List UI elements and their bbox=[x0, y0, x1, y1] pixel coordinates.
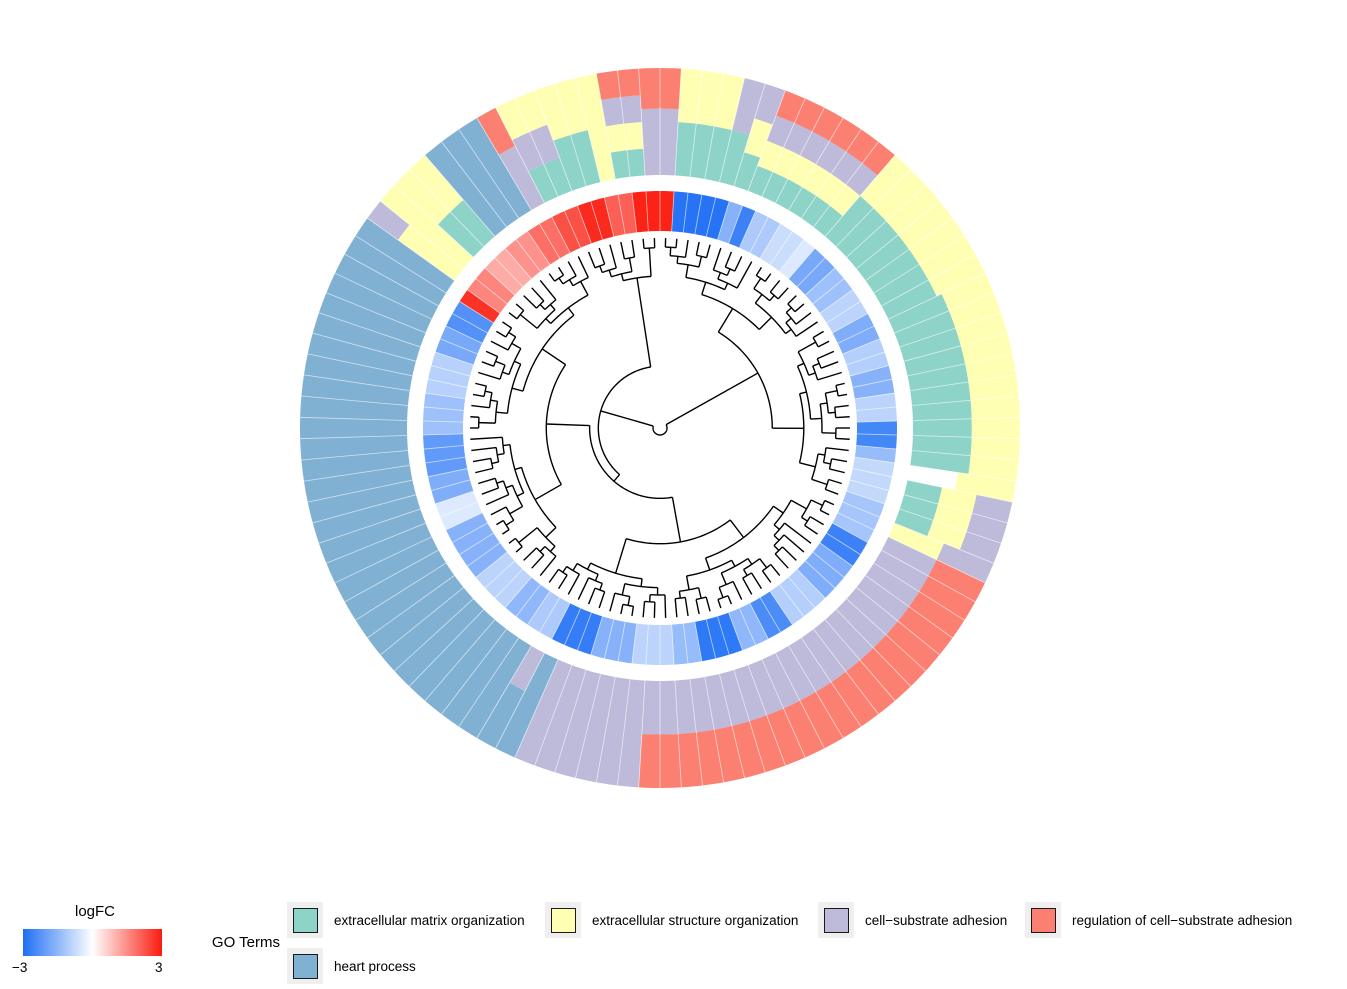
structure-color-swatch bbox=[550, 907, 576, 933]
legend-item-heart-process: heart process bbox=[287, 948, 416, 984]
logfc-min-label: −3 bbox=[12, 960, 28, 975]
go-terms-legend-title: GO Terms bbox=[211, 934, 280, 951]
cluster-dendrogram bbox=[470, 238, 850, 618]
legend-label: extracellular structure organization bbox=[592, 912, 799, 928]
legend-item-regulation-of-cell-substrate-adhesion: regulation of cell−substrate adhesion bbox=[1025, 902, 1292, 938]
legend-key bbox=[287, 948, 323, 984]
adhesion-color-swatch bbox=[823, 907, 849, 933]
legend-label: cell−substrate adhesion bbox=[865, 912, 1008, 928]
legend-key bbox=[1025, 902, 1061, 938]
go-term-ring bbox=[300, 68, 1020, 788]
legend-label: extracellular matrix organization bbox=[334, 912, 525, 928]
legend-label: heart process bbox=[334, 958, 416, 974]
logfc-legend-title: logFC bbox=[74, 903, 115, 920]
logfc-gradient-bar bbox=[23, 929, 162, 956]
logfc-heatmap-ring bbox=[423, 191, 897, 665]
legend-key bbox=[545, 902, 581, 938]
legend-key bbox=[287, 902, 323, 938]
regulation-color-swatch bbox=[1030, 907, 1056, 933]
sector-separator-lines bbox=[300, 68, 1020, 788]
legend-item-extracellular-matrix-organization: extracellular matrix organization bbox=[287, 902, 525, 938]
logfc-max-label: 3 bbox=[155, 960, 163, 975]
legend-key bbox=[818, 902, 854, 938]
heart-color-swatch bbox=[292, 953, 318, 979]
legend-label: regulation of cell−substrate adhesion bbox=[1072, 912, 1293, 928]
legend-item-extracellular-structure-organization: extracellular structure organization bbox=[545, 902, 798, 938]
matrix-color-swatch bbox=[292, 907, 318, 933]
legend-item-cell-substrate-adhesion: cell−substrate adhesion bbox=[818, 902, 1007, 938]
